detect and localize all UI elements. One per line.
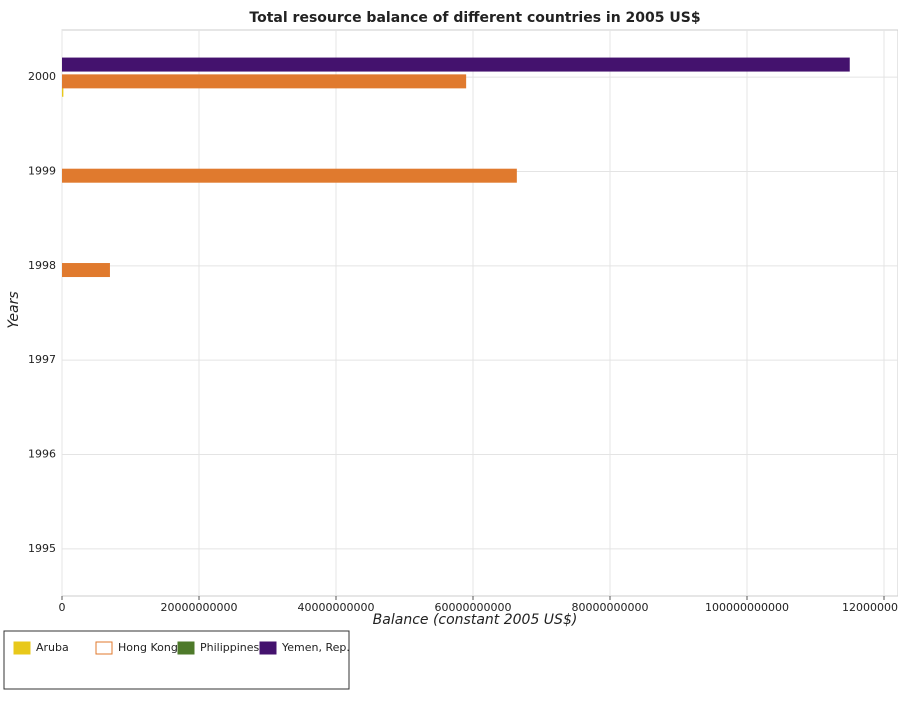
y-tick-label: 2000 bbox=[28, 70, 56, 83]
x-tick-label: 120000000000 bbox=[842, 601, 898, 614]
legend-box bbox=[3, 630, 350, 690]
plot-frame bbox=[61, 29, 898, 597]
x-tick-label: 80000000000 bbox=[572, 601, 649, 614]
x-tick-label: 0 bbox=[59, 601, 66, 614]
bar bbox=[62, 82, 64, 97]
bar bbox=[62, 263, 110, 278]
x-tick-label: 60000000000 bbox=[435, 601, 512, 614]
bar bbox=[62, 57, 850, 72]
x-axis-label: Balance (constant 2005 US$) bbox=[373, 612, 578, 628]
legend-swatch bbox=[177, 641, 195, 655]
x-tick-label: 40000000000 bbox=[298, 601, 375, 614]
y-tick-label: 1996 bbox=[28, 448, 56, 461]
y-tick-label: 1998 bbox=[28, 259, 56, 272]
y-tick-label: 1995 bbox=[28, 542, 56, 555]
x-tick-label: 20000000000 bbox=[161, 601, 238, 614]
legend-label: Yemen, Rep. bbox=[281, 641, 350, 654]
legend-swatch bbox=[13, 641, 31, 655]
x-tick-label: 100000000000 bbox=[705, 601, 789, 614]
bar bbox=[62, 74, 467, 89]
bar bbox=[62, 168, 517, 183]
y-tick-label: 1999 bbox=[28, 165, 56, 178]
legend-swatch bbox=[95, 641, 113, 655]
legend-label: Philippines bbox=[200, 641, 260, 654]
legend-label: Aruba bbox=[36, 641, 69, 654]
legend: Aruba Hong Kong Philippines Yemen, Rep. bbox=[3, 630, 350, 690]
legend-label: Hong Kong bbox=[118, 641, 178, 654]
legend-swatch bbox=[259, 641, 277, 655]
y-axis-label: Years bbox=[6, 291, 22, 328]
y-tick-label: 1997 bbox=[28, 353, 56, 366]
chart-title: Total resource balance of different coun… bbox=[249, 10, 700, 26]
